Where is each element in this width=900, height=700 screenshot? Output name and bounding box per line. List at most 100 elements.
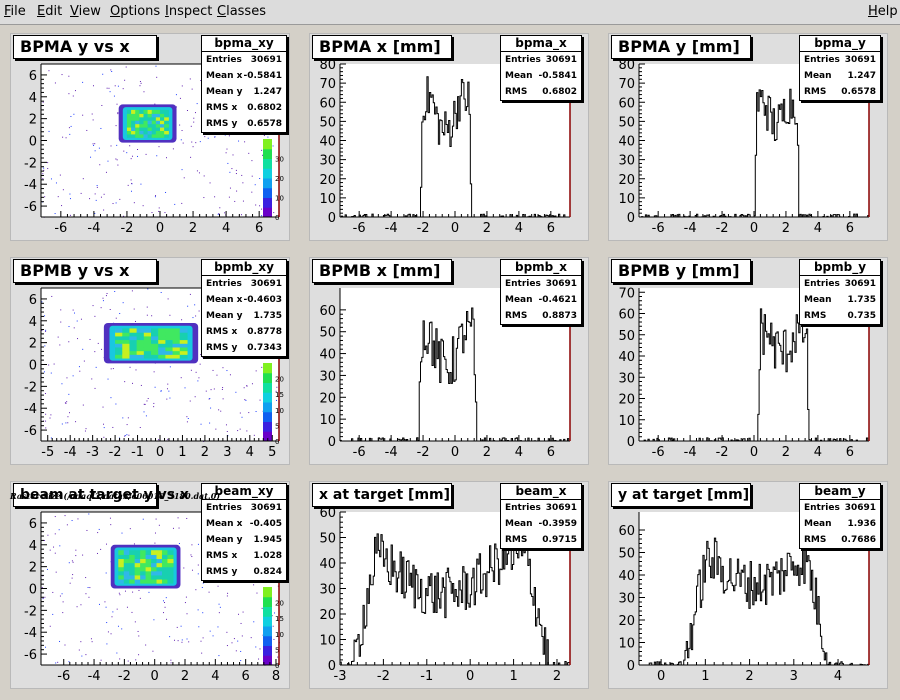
y-tick-label: 20 bbox=[319, 391, 336, 406]
menu-inspect[interactable]: Inspect bbox=[165, 4, 213, 19]
heatmap-point bbox=[226, 645, 228, 647]
menu-view[interactable]: View bbox=[70, 4, 101, 19]
stats-key: RMS bbox=[804, 87, 827, 97]
stats-value: 0.7686 bbox=[841, 535, 876, 545]
heatmap-point bbox=[177, 640, 179, 642]
x-tick-label: 2 bbox=[189, 221, 197, 236]
heatmap-point bbox=[167, 438, 169, 440]
heatmap-cell bbox=[161, 574, 169, 580]
heatmap-point bbox=[98, 147, 100, 149]
heatmap-point bbox=[255, 370, 257, 372]
heatmap-point bbox=[179, 97, 181, 99]
heatmap-point bbox=[119, 658, 121, 660]
pad-beam-y[interactable]: 0 1 2 3 4 0 10 20 30 40 50 60 y at target [mm] beam_y… bbox=[608, 481, 888, 689]
heatmap-cell bbox=[131, 113, 136, 118]
heatmap-cell bbox=[147, 113, 153, 118]
x-tick-label: -2 bbox=[120, 221, 133, 236]
x-tick-label: 0 bbox=[451, 221, 459, 236]
heatmap-point bbox=[46, 568, 48, 570]
heatmap-point bbox=[88, 513, 90, 515]
heatmap-point bbox=[193, 121, 195, 123]
pad-bpmb-x[interactable]: -6 -4 -2 0 2 4 6 0 10 20 30 40 50 60 BPMB x [mm] bpmb_x… bbox=[309, 257, 589, 465]
heatmap-cell bbox=[156, 570, 163, 576]
heatmap-point bbox=[42, 101, 44, 103]
heatmap-point bbox=[250, 637, 252, 639]
heatmap-cell bbox=[179, 354, 188, 359]
menu-classes[interactable]: Classes bbox=[217, 4, 266, 19]
x-tick-label: 0 bbox=[156, 445, 164, 460]
heatmap-point bbox=[196, 103, 198, 105]
heatmap-cell bbox=[143, 109, 149, 114]
pad-beam-x[interactable]: -3 -2 -1 0 1 2 0 10 20 30 40 50 60 x at target [mm] be… bbox=[309, 481, 589, 689]
y-tick-label: -2 bbox=[24, 604, 37, 619]
x-tick-label: 2 bbox=[745, 669, 753, 684]
heatmap-cell bbox=[123, 570, 130, 576]
heatmap-cell bbox=[161, 566, 169, 572]
stats-row: RMS y 0.7343 bbox=[202, 340, 286, 356]
heatmap-cell bbox=[118, 558, 125, 564]
heatmap-point bbox=[75, 555, 77, 557]
heatmap-cell bbox=[155, 133, 161, 138]
x-tick-label: -4 bbox=[684, 221, 697, 236]
heatmap-point bbox=[125, 66, 127, 68]
heatmap-cell bbox=[172, 343, 181, 348]
heatmap-cell bbox=[143, 332, 152, 337]
x-tick-label: 3 bbox=[223, 445, 231, 460]
pad-bpmb-y[interactable]: -6 -4 -2 0 2 4 6 0 10 20 30 40 50 60 70 BPMB y [mm] bpmb… bbox=[608, 257, 888, 465]
heatmap-point bbox=[184, 387, 186, 389]
heatmap-point bbox=[77, 338, 79, 340]
heatmap-point bbox=[96, 185, 98, 187]
histogram-title: BPMA x [mm] bbox=[312, 35, 452, 59]
heatmap-point bbox=[163, 612, 165, 614]
heatmap-cell bbox=[161, 570, 169, 576]
heatmap-point bbox=[153, 371, 155, 373]
heatmap-point bbox=[215, 428, 217, 430]
heatmap-point bbox=[92, 85, 94, 87]
x-tick-label: -6 bbox=[353, 221, 366, 236]
histogram-title: y at target [mm] bbox=[611, 483, 751, 507]
heatmap-point bbox=[42, 178, 44, 180]
pad-bpma-y[interactable]: -6 -4 -2 0 2 4 6 0 10 20 30 40 50 60 70 80 BPMA y [mm] bp… bbox=[608, 33, 888, 241]
heatmap-point bbox=[169, 366, 171, 368]
menu-help[interactable]: Help bbox=[868, 4, 898, 19]
menu-file[interactable]: File bbox=[4, 4, 26, 19]
heatmap-point bbox=[235, 173, 237, 175]
heatmap-point bbox=[47, 162, 49, 164]
heatmap-point bbox=[209, 422, 211, 424]
menu-options[interactable]: Options bbox=[110, 4, 161, 19]
heatmap-point bbox=[115, 403, 117, 405]
stats-row: Entries 30691 bbox=[800, 500, 880, 516]
heatmap-cell bbox=[143, 130, 149, 135]
heatmap-point bbox=[111, 616, 113, 618]
menu-edit[interactable]: Edit bbox=[37, 4, 63, 19]
heatmap-cell bbox=[135, 126, 140, 131]
y-tick-label: 20 bbox=[618, 173, 635, 188]
heatmap-cell bbox=[129, 350, 138, 355]
y-tick-label: 40 bbox=[618, 569, 635, 584]
heatmap-cell bbox=[160, 126, 165, 131]
heatmap-point bbox=[80, 318, 82, 320]
x-tick-label: 0 bbox=[657, 669, 665, 684]
heatmap-point bbox=[192, 317, 194, 319]
heatmap-cell bbox=[151, 550, 158, 555]
x-tick-label: 4 bbox=[211, 669, 219, 684]
heatmap-cell bbox=[164, 120, 169, 125]
palette-tick-label: 5 bbox=[275, 646, 279, 654]
heatmap-point bbox=[214, 136, 216, 138]
heatmap-point bbox=[44, 393, 46, 395]
heatmap-point bbox=[105, 295, 107, 297]
pad-bpma-x[interactable]: -6 -4 -2 0 2 4 6 0 10 20 30 40 50 60 70 80 BPMA x [mm] bp… bbox=[309, 33, 589, 241]
heatmap-point bbox=[94, 315, 96, 317]
heatmap-point bbox=[241, 635, 243, 637]
x-tick-label: -1 bbox=[420, 669, 433, 684]
heatmap-point bbox=[76, 320, 78, 322]
heatmap-point bbox=[95, 199, 97, 201]
x-tick-label: 6 bbox=[846, 221, 854, 236]
heatmap-cell bbox=[165, 335, 174, 341]
heatmap-point bbox=[85, 428, 87, 430]
heatmap-point bbox=[154, 532, 156, 534]
heatmap-point bbox=[122, 417, 124, 419]
